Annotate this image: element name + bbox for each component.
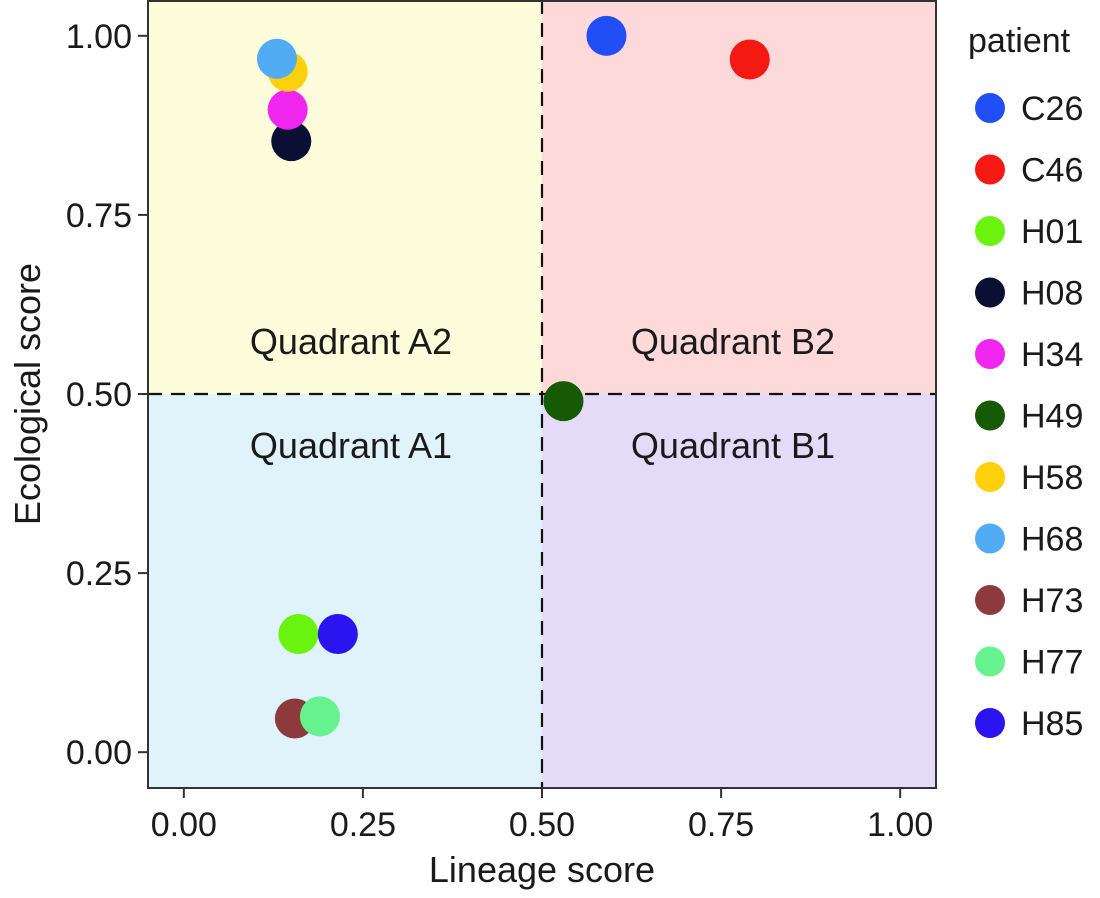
- y-axis-title: Ecological score: [7, 263, 48, 525]
- point-h68: [256, 38, 297, 79]
- x-tick-label: 0.25: [330, 806, 396, 844]
- y-tick-label: 0.50: [66, 376, 132, 414]
- x-tick-label: 0.50: [509, 806, 575, 844]
- legend-label: H08: [1021, 275, 1083, 313]
- quadrant-bg-3: [542, 394, 936, 788]
- x-tick-label: 1.00: [867, 806, 933, 844]
- legend-label: H68: [1021, 521, 1083, 559]
- y-tick-label: 0.75: [66, 197, 132, 235]
- quadrant-label: Quadrant A2: [250, 321, 452, 362]
- x-axis-title: Lineage score: [429, 849, 655, 890]
- quadrant-bg-0: [148, 0, 542, 394]
- legend-key-h68: [975, 523, 1005, 554]
- legend-label: H85: [1021, 705, 1083, 743]
- y-tick-label: 0.25: [66, 555, 132, 593]
- legend: patient C26 C46 H01 H08 H34 H49 H58 H68 H73 H77 H8…: [968, 22, 1083, 743]
- legend-label: C46: [1021, 152, 1083, 190]
- legend-key-c46: [975, 154, 1005, 185]
- legend-title: patient: [968, 22, 1071, 60]
- threshold-lines: [148, 0, 936, 788]
- point-c46: [729, 39, 770, 80]
- y-tick-label: 0.00: [66, 734, 132, 772]
- quadrant-label: Quadrant B1: [631, 425, 835, 466]
- legend-key-h01: [975, 216, 1005, 246]
- data-points: [256, 15, 770, 739]
- point-h34: [267, 89, 308, 130]
- legend-key-h08: [975, 277, 1005, 308]
- legend-key-c26: [975, 93, 1005, 123]
- point-h49: [543, 381, 584, 422]
- y-axis-ticks: 0.00 0.25 0.50 0.75 1.00: [66, 18, 148, 772]
- legend-label: H77: [1021, 644, 1083, 682]
- legend-label: H58: [1021, 459, 1083, 497]
- point-h01: [278, 613, 319, 654]
- x-tick-label: 0.00: [151, 806, 217, 844]
- point-h08: [271, 121, 312, 162]
- legend-key-h77: [975, 646, 1005, 677]
- legend-label: H01: [1021, 213, 1083, 251]
- quadrant-label: Quadrant B2: [631, 321, 835, 362]
- legend-key-h73: [975, 585, 1005, 615]
- y-tick-label: 1.00: [66, 18, 132, 56]
- legend-key-h58: [975, 462, 1005, 492]
- legend-label: C26: [1021, 90, 1083, 128]
- x-axis-ticks: 0.00 0.25 0.50 0.75 1.00: [151, 788, 933, 844]
- point-c26: [586, 15, 627, 56]
- legend-key-h34: [975, 339, 1005, 369]
- legend-label: H73: [1021, 582, 1083, 620]
- legend-label: H34: [1021, 336, 1083, 374]
- point-h85: [317, 613, 358, 654]
- quadrant-labels: Quadrant A2 Quadrant B2 Quadrant A1 Quadran…: [250, 321, 835, 466]
- point-h77: [299, 696, 340, 737]
- quadrant-backgrounds: [148, 0, 936, 788]
- legend-label: H49: [1021, 398, 1083, 436]
- legend-key-h85: [975, 708, 1005, 738]
- quadrant-label: Quadrant A1: [250, 425, 452, 466]
- x-tick-label: 0.75: [688, 806, 754, 844]
- legend-key-h49: [975, 400, 1005, 431]
- quadrant-bg-2: [148, 394, 542, 788]
